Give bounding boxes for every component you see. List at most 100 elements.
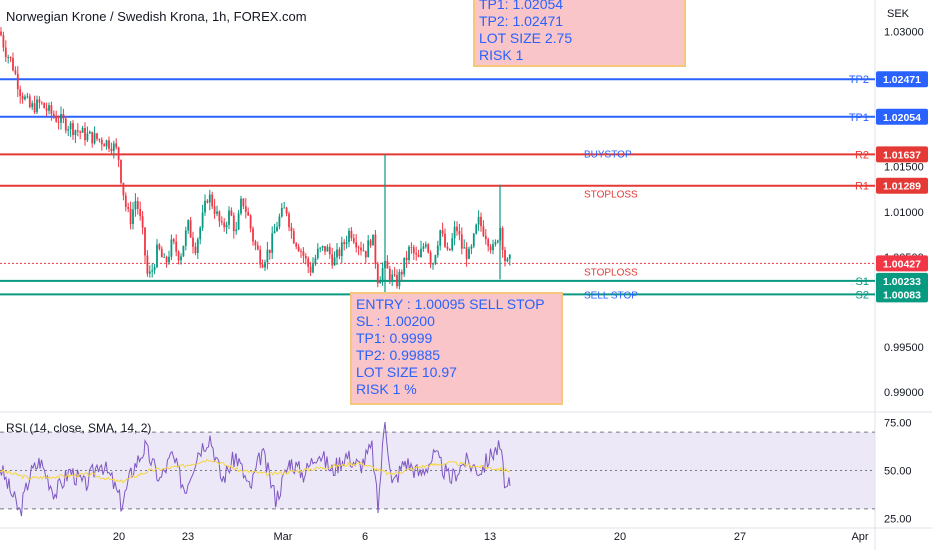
candle-body <box>280 207 283 217</box>
candle-body <box>494 242 497 245</box>
candle-body <box>302 251 305 257</box>
chart-title: Norwegian Krone / Swedish Krona, 1h, FOR… <box>6 9 307 24</box>
candle-body <box>460 234 463 249</box>
candle-body <box>192 237 194 247</box>
candle-body <box>244 206 247 212</box>
candle-body <box>283 207 286 209</box>
candle-body <box>199 227 202 240</box>
time-tick-label: 27 <box>734 531 746 543</box>
time-axis[interactable]: 20 23 Mar 6 13 20 27 Apr <box>113 531 869 543</box>
candle-body <box>216 211 218 214</box>
price-axis[interactable]: 1.030001.015001.010001.005000.995000.990… <box>876 27 928 399</box>
candle-body <box>218 211 221 222</box>
rsi-line <box>0 422 511 517</box>
candle-body <box>213 206 216 214</box>
candle-body <box>352 238 355 243</box>
candle-body <box>170 239 173 257</box>
candle-body <box>444 233 446 247</box>
candle-body <box>472 233 475 247</box>
note-line: RISK 1 % <box>356 381 417 397</box>
candle-body <box>432 263 434 265</box>
candle-body <box>19 89 22 96</box>
candle-body <box>86 133 89 141</box>
candle-body <box>228 210 230 225</box>
candle-body <box>276 226 278 232</box>
candle-body <box>391 274 394 280</box>
candle-body <box>134 201 137 210</box>
candle-body <box>482 226 485 236</box>
candle-body <box>43 103 46 109</box>
candle-body <box>439 230 442 246</box>
candle-body <box>496 240 499 243</box>
candle-body <box>225 224 228 228</box>
candle-body <box>45 108 48 111</box>
candle-body <box>158 244 161 249</box>
candle-body <box>357 247 360 249</box>
candle-body <box>484 235 487 240</box>
candle-body <box>110 148 113 152</box>
candle-body <box>288 213 290 228</box>
candle-body <box>422 246 425 249</box>
price-label-box <box>876 71 928 88</box>
candle-body <box>266 249 269 263</box>
candle-body <box>374 234 377 264</box>
candle-body <box>148 271 151 274</box>
candle-body <box>492 244 494 251</box>
candle-body <box>196 239 199 254</box>
time-tick-label: 20 <box>614 531 626 543</box>
note-line: TP2: 1.02471 <box>479 13 564 29</box>
candle-body <box>220 221 223 223</box>
note-line: LOT SIZE 2.75 <box>479 30 573 46</box>
candle-body <box>410 246 413 248</box>
trade-note-top[interactable]: TP1: 1.02054 TP2: 1.02471 LOT SIZE 2.75 … <box>473 0 686 67</box>
candle-body <box>31 103 34 108</box>
candle-body <box>379 280 382 284</box>
candle-body <box>398 271 401 287</box>
candle-body <box>489 246 492 251</box>
candle-body <box>168 256 170 263</box>
candle-body <box>295 243 298 247</box>
candle-body <box>62 113 65 119</box>
candle-body <box>362 250 365 252</box>
candle-body <box>348 230 350 243</box>
candle-body <box>316 248 319 259</box>
candle-body <box>160 248 163 258</box>
candle-body <box>336 249 338 258</box>
candle-body <box>458 231 461 235</box>
price-tick-label: 1.03000 <box>884 27 924 39</box>
candle-body <box>300 251 302 252</box>
candle-body <box>115 143 118 148</box>
candle-body <box>36 99 38 113</box>
candle-body <box>81 128 84 133</box>
candle-body <box>333 257 336 266</box>
candle-body <box>403 257 406 275</box>
time-tick-label: 6 <box>362 531 368 543</box>
note-line: RISK 1 <box>479 47 524 63</box>
candle-body <box>141 216 144 228</box>
candle-body <box>16 73 19 90</box>
candle-body <box>309 266 312 273</box>
level-text: BUYSTOP <box>584 149 632 160</box>
price-label-box <box>876 177 928 194</box>
candle-body <box>408 246 410 261</box>
trade-note-bottom[interactable]: ENTRY : 1.00095 SELL STOP SL : 1.00200 T… <box>350 292 563 405</box>
candle-body <box>14 70 17 74</box>
candle-body <box>132 209 134 224</box>
candle-body <box>204 200 206 213</box>
rsi-indicator-label[interactable]: RSI (14, close, SMA, 14, 2) <box>6 421 152 435</box>
candle-body <box>324 246 326 252</box>
candle-body <box>55 116 58 122</box>
candle-body <box>98 138 101 140</box>
candle-body <box>208 194 211 203</box>
level-name: R1 <box>855 181 869 193</box>
candle-body <box>453 226 456 239</box>
candle-body <box>446 246 449 249</box>
candle-body <box>256 245 259 250</box>
candle-body <box>151 270 154 272</box>
price-label: 1.00427 <box>883 258 921 270</box>
candle-body <box>504 250 506 262</box>
time-tick-label: 13 <box>484 531 496 543</box>
candle-body <box>456 226 458 232</box>
candle-body <box>381 268 384 281</box>
